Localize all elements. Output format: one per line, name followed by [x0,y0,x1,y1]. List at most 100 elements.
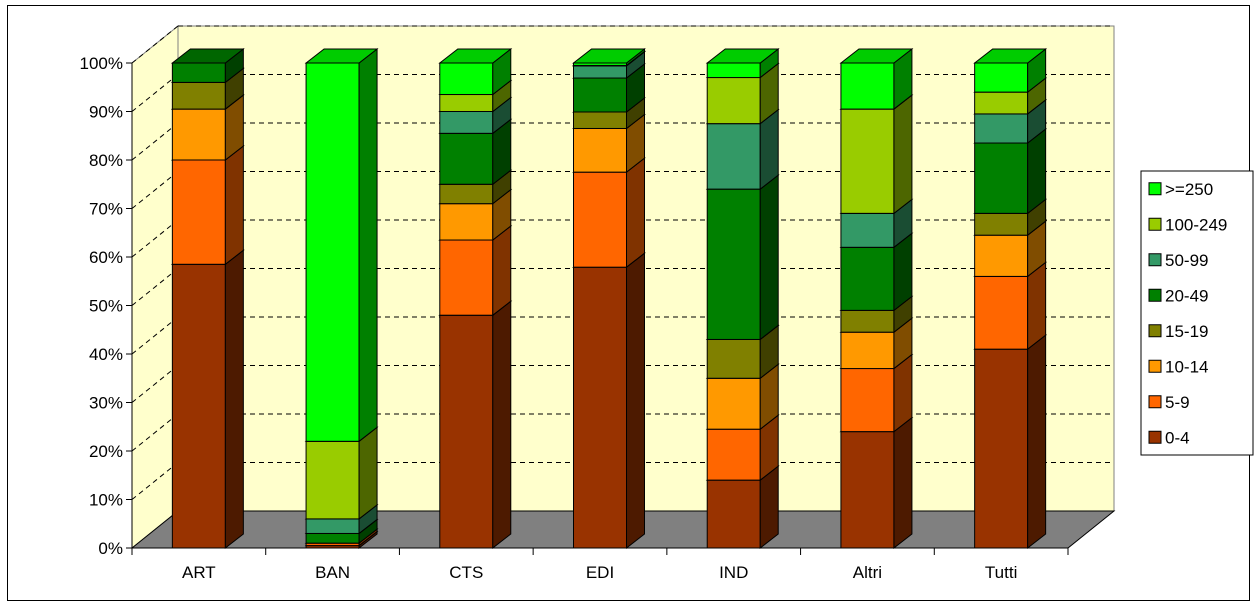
legend-swatch [1148,288,1162,302]
bar-segment [438,47,513,96]
bar-front [305,518,360,534]
bar-segment [304,47,379,443]
legend-item: 15-19 [1148,322,1208,341]
gridline-side [131,122,179,161]
bar-front [706,123,761,190]
y-tick-label: 70% [89,200,123,219]
legend-box [1140,170,1254,456]
bar-front [974,212,1029,236]
legend-item: 5-9 [1148,393,1190,412]
legend-swatch [1148,430,1162,444]
bar-segment [839,416,914,550]
bar-front [573,65,627,79]
bar-segment [572,157,646,269]
bar-front [439,94,494,113]
bar-front [305,440,360,520]
y-tick-label: 100% [80,54,123,73]
legend-label: 100-249 [1165,215,1227,234]
bar-front [439,132,494,185]
bar-side [492,300,512,550]
bar-top [839,48,914,64]
bar-front [439,203,494,241]
legend-label: 0-4 [1165,428,1190,447]
bar-front [573,111,627,129]
bar-segment [170,249,245,550]
bar-segment [973,47,1048,94]
y-tick-label: 0% [98,539,123,558]
bar-front [840,331,895,370]
gridline-side [131,413,179,452]
bar-front [439,314,494,549]
legend-swatch [1148,217,1162,231]
bar-front [974,234,1029,277]
legend-swatch [1148,395,1162,409]
gridline-side [131,219,179,258]
legend-label: 5-9 [1165,393,1190,412]
x-tick-label: Tutti [985,563,1017,582]
bar-side [893,94,913,215]
gridline-side [131,171,179,209]
bar-stack-altri [839,47,914,550]
bar-side [759,174,779,341]
bar-front [840,62,895,110]
bar-segment [170,47,245,84]
gridline-side [131,462,179,500]
legend-swatch [1148,253,1162,267]
bar-segment [572,47,646,67]
legend-swatch [1148,324,1162,338]
bar-front [706,62,761,79]
bar-side [893,416,913,550]
bar-front [439,239,494,316]
bar-front [171,159,226,265]
bar-front [706,377,761,430]
x-tick-label: CTS [449,563,483,582]
bar-front [171,263,226,549]
bar-front [305,62,360,442]
bar-front [974,91,1029,115]
bar-side [1027,334,1047,550]
bar-front [974,275,1029,350]
x-tick-label: ART [182,563,216,582]
bar-segment [705,47,780,79]
bar-front [974,113,1029,144]
y-tick-label: 30% [89,394,123,413]
legend-label: 20-49 [1165,286,1208,305]
bar-front [439,62,494,96]
bar-stack-art [170,47,245,550]
bar-side [1027,128,1047,215]
bar-side [1027,261,1047,351]
gridline-side [131,74,179,112]
bar-front [305,532,360,544]
bar-front [171,108,226,161]
bar-front [974,142,1029,214]
legend-label: >=250 [1165,180,1213,199]
bar-stack-ind [705,47,780,550]
bar-side [626,157,645,269]
x-tick-label: IND [719,563,748,582]
bar-front [840,108,895,214]
y-tick-label: 40% [89,345,123,364]
bar-side [224,249,244,550]
y-tick-label: 90% [89,103,123,122]
bar-front [706,479,761,549]
bar-segment [839,94,914,215]
gridline-side [131,25,179,64]
bar-stack-tutti [973,47,1048,550]
legend-item: 100-249 [1148,215,1227,234]
bar-top [304,48,379,64]
bar-top [705,48,780,64]
bar-side [626,252,645,550]
bar-stack-ban [304,47,379,550]
bar-front [171,62,226,83]
legend-item: >=250 [1148,180,1213,199]
bar-front [840,431,895,549]
bar-front [439,183,494,205]
legend-item: 50-99 [1148,251,1208,270]
bar-front [706,188,761,340]
bar-segment [170,144,245,266]
bar-side [358,47,378,443]
bar-front [439,111,494,134]
tick-labels: 0% 10% 20% 30% 40% 50% 60% 70% 80% 90% 100% ART BAN C… [80,54,1018,582]
x-tick-label: BAN [315,563,350,582]
